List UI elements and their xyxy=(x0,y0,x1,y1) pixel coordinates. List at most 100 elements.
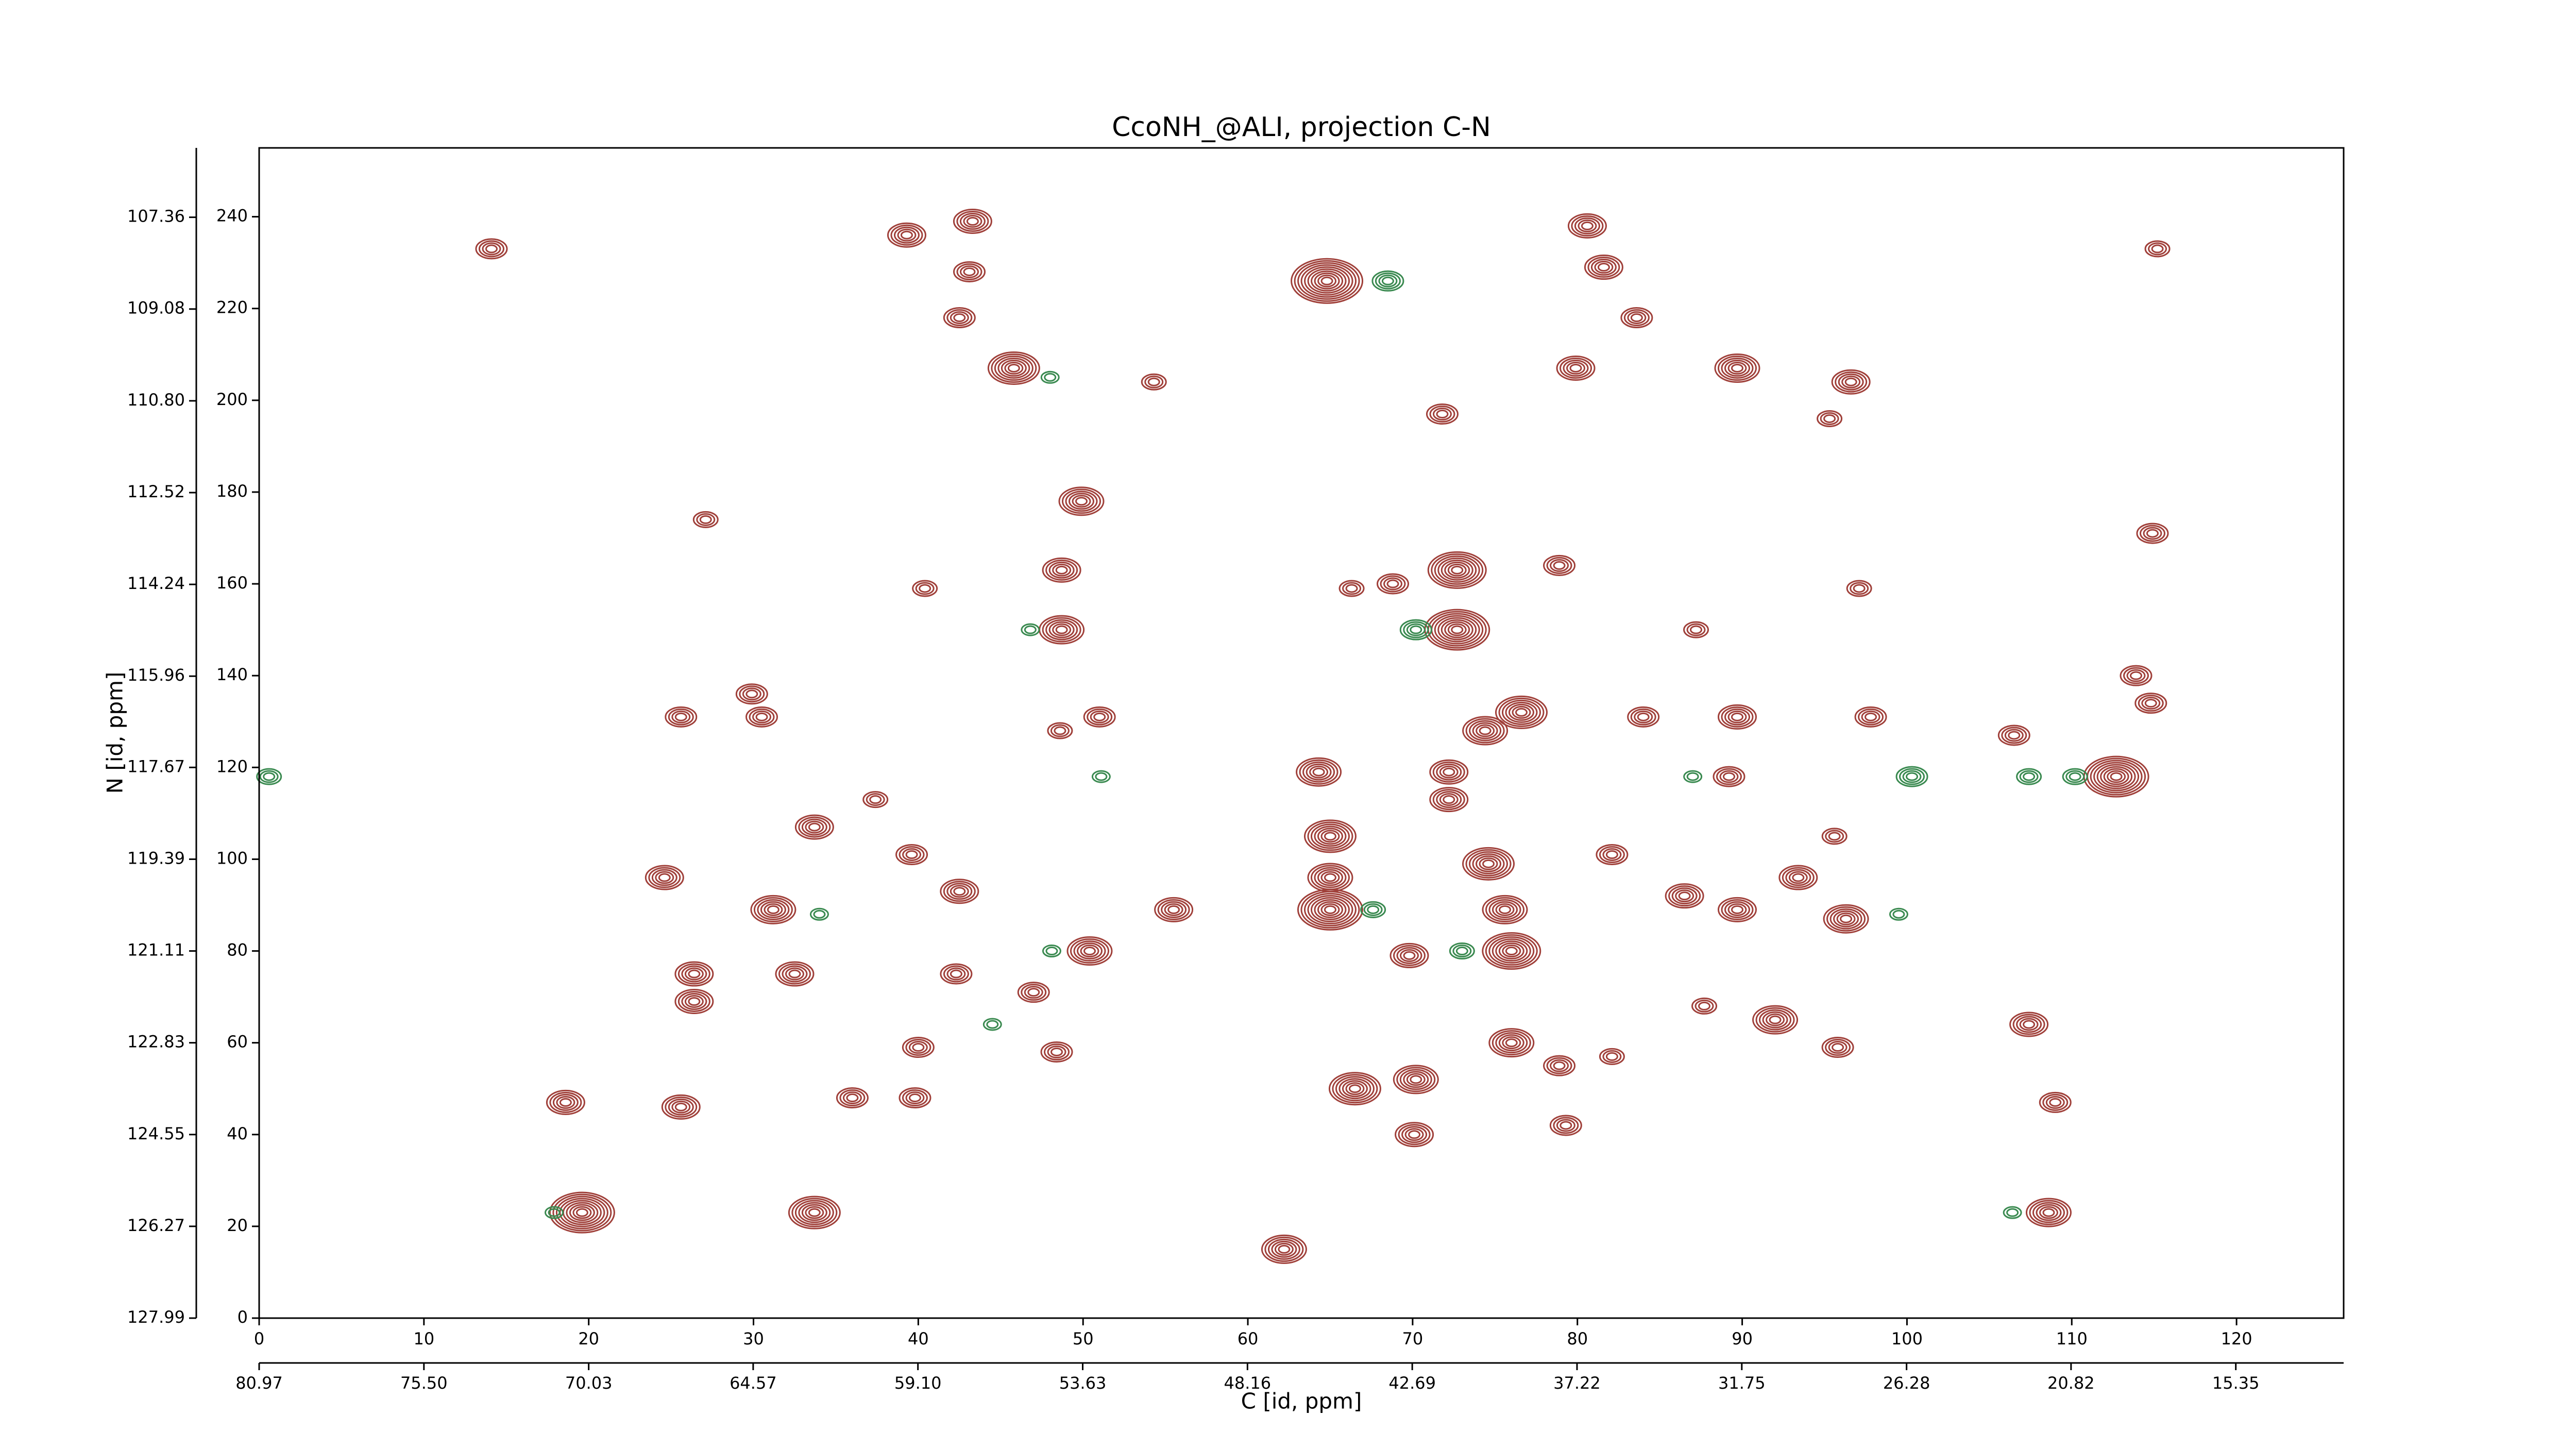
contour-ring xyxy=(475,238,508,260)
contour-ring xyxy=(1157,899,1190,920)
contour-ring xyxy=(2042,1208,2055,1217)
contour-ring xyxy=(1440,619,1473,641)
contour-ring xyxy=(1501,699,1541,725)
contour-ring xyxy=(1792,873,1805,882)
contour-ring xyxy=(1045,559,1078,581)
contour-ring xyxy=(1836,912,1856,925)
contour-ring xyxy=(674,1102,687,1111)
y-tick-label: 60 xyxy=(227,1032,248,1052)
contour-ring xyxy=(1436,410,1449,419)
contour-ring xyxy=(1825,1039,1851,1056)
x-tick-label: 90 xyxy=(1732,1329,1753,1349)
contour-ring xyxy=(1021,623,1040,636)
contour-ring xyxy=(1722,772,1735,781)
contour-ring xyxy=(1449,942,1475,960)
contour-ring xyxy=(1505,947,1518,956)
contour-ring xyxy=(485,244,498,254)
contour-ring xyxy=(671,1100,691,1114)
contour-ring xyxy=(1312,767,1325,777)
contour-ring xyxy=(798,1202,831,1223)
contour-ring xyxy=(1476,724,1495,737)
x2-tick-label: 20.82 xyxy=(2047,1373,2095,1393)
contour-ring xyxy=(1823,414,1836,423)
contour-ring xyxy=(1482,932,1541,970)
contour-ring xyxy=(1047,722,1073,739)
contour-ring xyxy=(1091,770,1111,783)
contour-ring xyxy=(1543,554,1576,576)
y2-tick-label: 112.52 xyxy=(127,482,185,501)
contour-ring xyxy=(1821,1037,1854,1058)
contour-ring xyxy=(1335,1076,1375,1102)
contour-ring xyxy=(1434,615,1480,645)
contour-ring xyxy=(2019,770,2039,783)
contour-ring xyxy=(671,710,691,723)
contour-ring xyxy=(1058,486,1105,516)
x-tick-label: 10 xyxy=(413,1329,434,1349)
contour-ring xyxy=(1443,795,1455,804)
contour-ring xyxy=(1432,408,1452,421)
contour-ring xyxy=(2120,665,2153,686)
contour-ring xyxy=(1429,406,1455,423)
contour-ring xyxy=(1406,1073,1426,1086)
contour-ring xyxy=(2012,1014,2045,1035)
contour-ring xyxy=(1731,905,1743,914)
contour-ring xyxy=(1569,363,1582,373)
contour-ring xyxy=(1630,708,1656,726)
contour-ring xyxy=(782,965,808,983)
contour-ring xyxy=(1044,373,1057,382)
contour-ring xyxy=(1050,724,1070,737)
contour-ring xyxy=(1492,901,1518,918)
x-tick-label: 120 xyxy=(2221,1329,2252,1349)
contour-ring xyxy=(1320,830,1340,843)
contour-ring xyxy=(1299,759,1338,785)
y2-tick-label: 110.80 xyxy=(127,390,185,410)
contour-ring xyxy=(1627,311,1647,325)
contour-ring xyxy=(1829,908,1862,930)
contour-ring xyxy=(997,357,1030,379)
contour-ring xyxy=(1024,625,1037,634)
contour-ring xyxy=(1759,1009,1792,1031)
contour-ring xyxy=(946,309,973,327)
contour-ring xyxy=(2039,1206,2058,1219)
contour-ring xyxy=(1001,359,1027,377)
y-tick-label: 20 xyxy=(227,1216,248,1235)
contour-ring xyxy=(1045,947,1058,956)
x-tick-label: 100 xyxy=(1891,1329,1923,1349)
contour-ring xyxy=(1627,706,1660,728)
contour-ring xyxy=(1495,903,1515,916)
contour-ring xyxy=(953,208,992,234)
contour-ring xyxy=(1404,1128,1424,1141)
contour-ring xyxy=(2126,669,2146,682)
contour-ring xyxy=(1546,557,1572,574)
contour-ring xyxy=(912,580,938,597)
contour-ring xyxy=(1410,625,1422,634)
contour-ring xyxy=(1553,1061,1566,1070)
contour-ring xyxy=(1062,488,1101,514)
contour-ring xyxy=(263,772,276,781)
contour-ring xyxy=(1683,770,1703,783)
contour-ring xyxy=(2136,523,2169,544)
contour-ring xyxy=(1432,761,1465,783)
contours xyxy=(256,208,2171,1264)
contour-ring xyxy=(1324,873,1336,882)
x-tick-label: 110 xyxy=(2056,1329,2088,1349)
contour-ring xyxy=(1271,1240,1297,1258)
contour-ring xyxy=(549,1091,582,1113)
contour-ring xyxy=(1073,940,1106,962)
contour-ring xyxy=(1492,1030,1531,1056)
contour-ring xyxy=(905,1039,931,1056)
contour-ring xyxy=(1310,897,1350,922)
contour-ring xyxy=(1314,825,1347,847)
contour-ring xyxy=(959,212,986,230)
contour-ring xyxy=(778,963,811,985)
contour-ring xyxy=(1597,263,1610,272)
x-tick-label: 60 xyxy=(1238,1329,1259,1349)
contour-ring xyxy=(1724,708,1750,726)
contour-ring xyxy=(1831,369,1871,395)
contour-ring xyxy=(1047,1045,1066,1058)
contour-ring xyxy=(1821,828,1848,845)
contour-ring xyxy=(919,584,931,593)
contour-ring xyxy=(681,965,707,983)
contour-ring xyxy=(1683,621,1709,638)
contour-ring xyxy=(2100,766,2133,787)
